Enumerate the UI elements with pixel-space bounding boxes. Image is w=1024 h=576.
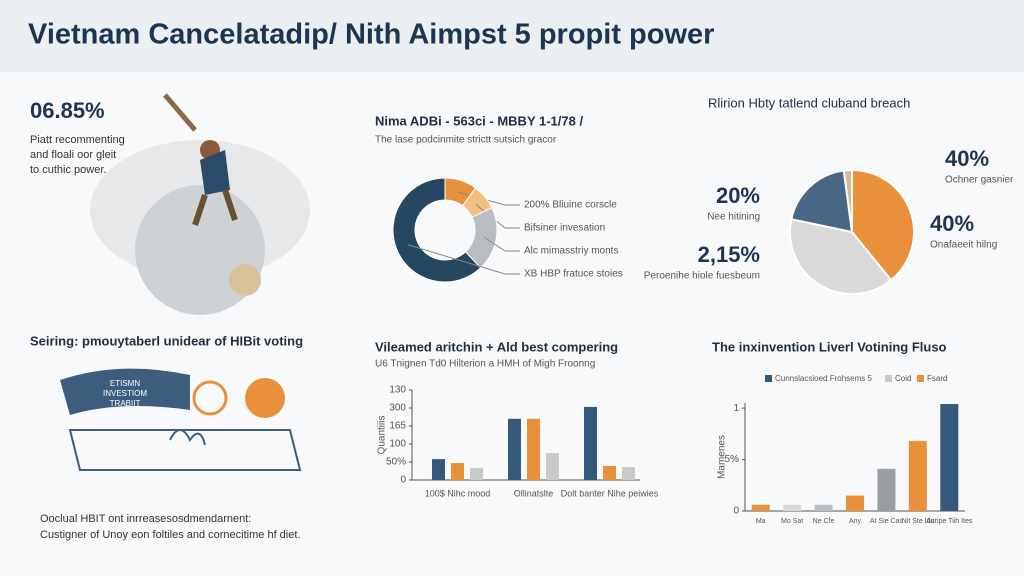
bar xyxy=(846,495,864,511)
y-tick-label: 1 xyxy=(733,403,739,414)
y-tick-label: 165 xyxy=(389,421,406,432)
bar xyxy=(908,441,927,511)
legend-label: Coid xyxy=(895,374,911,383)
legend-label: Cunnslacsioed Frohsems 5 xyxy=(775,374,872,383)
header-band xyxy=(0,0,1024,72)
pie-slice xyxy=(842,168,853,233)
slice-label: Ochner gasnier xyxy=(945,175,1014,186)
y-tick-label: 100 xyxy=(389,439,406,450)
chart-title: The inxinvention Liverl Votining Fluso xyxy=(712,339,947,354)
bar xyxy=(432,459,445,480)
slice-value: 2,15% xyxy=(698,242,760,267)
stat-line: Piatt recommenting xyxy=(30,134,125,146)
legend-label: XB HBP fratuce stoies xyxy=(524,269,623,280)
banner-text: ETISMN xyxy=(110,379,140,388)
legend-label: Alc mimasstriy monts xyxy=(524,246,618,257)
note-title: Seiring: pmouytaberl unidear of HIBit vo… xyxy=(30,333,303,348)
chart-title: Vileamed aritchin + Ald best compering xyxy=(375,339,618,354)
y-tick-label: 300 xyxy=(389,403,406,414)
y-axis-label: Mamenes xyxy=(717,435,728,479)
note-line: Custigner of Unoy eon foltiles and corne… xyxy=(40,529,300,541)
banner-text: INVESTIOM xyxy=(103,389,147,398)
y-tick-label: 5% xyxy=(725,454,740,465)
banner-illustration xyxy=(60,368,302,471)
donut-segment xyxy=(392,177,482,283)
stat-line: to cuthic power. xyxy=(30,164,106,176)
slice-label: Onafaeeit hilng xyxy=(930,240,997,251)
stat-line: and floali oor gleit xyxy=(30,149,116,161)
bar xyxy=(814,504,833,511)
x-tick-label: Auripe Tiih Ites xyxy=(926,518,973,525)
legend-swatch xyxy=(885,375,892,382)
x-tick-label: Mo Sat xyxy=(781,518,803,525)
illustration xyxy=(90,93,310,315)
y-tick-label: 50% xyxy=(386,457,406,468)
legend-swatch xyxy=(765,375,772,382)
legend-label: 200% Bliuine corscle xyxy=(524,200,617,211)
note-line: Ooclual HBIT ont inrreasesosdmendarnent: xyxy=(40,513,251,525)
bar xyxy=(546,453,559,480)
x-tick-label: Ne Cfe xyxy=(813,518,835,525)
bar xyxy=(451,463,464,480)
leader-line xyxy=(407,244,520,275)
bar xyxy=(603,465,616,480)
x-tick-label: 100$ Nihc mood xyxy=(425,488,491,498)
bar xyxy=(508,418,521,480)
bar xyxy=(622,467,635,480)
x-tick-label: Ollinatslte xyxy=(514,488,554,498)
bar xyxy=(783,504,802,511)
y-axis-label: Quantiiis xyxy=(377,416,388,455)
chart-title: Nima ADBi - 563ci - MBBY 1-1/78 / xyxy=(375,113,583,128)
legend-label: Fsard xyxy=(927,374,947,383)
leader-line xyxy=(484,237,520,252)
pie-slice xyxy=(790,169,854,234)
legend-swatch xyxy=(917,375,924,382)
banner-text: TRABIIT xyxy=(110,399,141,408)
x-tick-label: Ma xyxy=(756,518,766,525)
x-tick-label: At Sie Cas xyxy=(870,518,904,525)
y-tick-label: 0 xyxy=(400,475,406,486)
bar xyxy=(751,504,770,511)
bar xyxy=(527,418,540,480)
slice-value: 40% xyxy=(945,146,989,171)
slice-value: 40% xyxy=(930,211,974,236)
bar xyxy=(470,468,483,480)
bar xyxy=(584,406,597,480)
chart-subtitle: U6 Tnignen Td0 Hilterion a HMH of Migh F… xyxy=(375,359,595,370)
slice-label: Nee hitining xyxy=(707,212,760,223)
y-tick-label: 0 xyxy=(733,506,739,517)
bar xyxy=(877,468,896,511)
bar xyxy=(940,404,959,511)
chart-subtitle: The lase podcinmite strictt sutsich grac… xyxy=(375,135,557,146)
y-tick-label: 130 xyxy=(389,385,406,396)
slice-value: 20% xyxy=(716,183,760,208)
x-tick-label: Dolt banter Nihe peiwies xyxy=(561,488,659,498)
slice-label: Peroenihe hiole fuesbeum xyxy=(644,271,760,282)
chart-title: Rlirion Hbty tatlend cluband breach xyxy=(708,95,910,110)
stat-value: 06.85% xyxy=(30,98,105,123)
legend-label: Bifsiner invesation xyxy=(524,223,605,234)
x-tick-label: Nit Ste Ids xyxy=(902,518,935,525)
page-title: Vietnam Cancelatadip/ Nith Aimpst 5 prop… xyxy=(28,19,714,51)
pie-slice xyxy=(789,217,893,295)
x-tick-label: Any xyxy=(849,518,862,525)
pie-slice xyxy=(851,168,915,282)
